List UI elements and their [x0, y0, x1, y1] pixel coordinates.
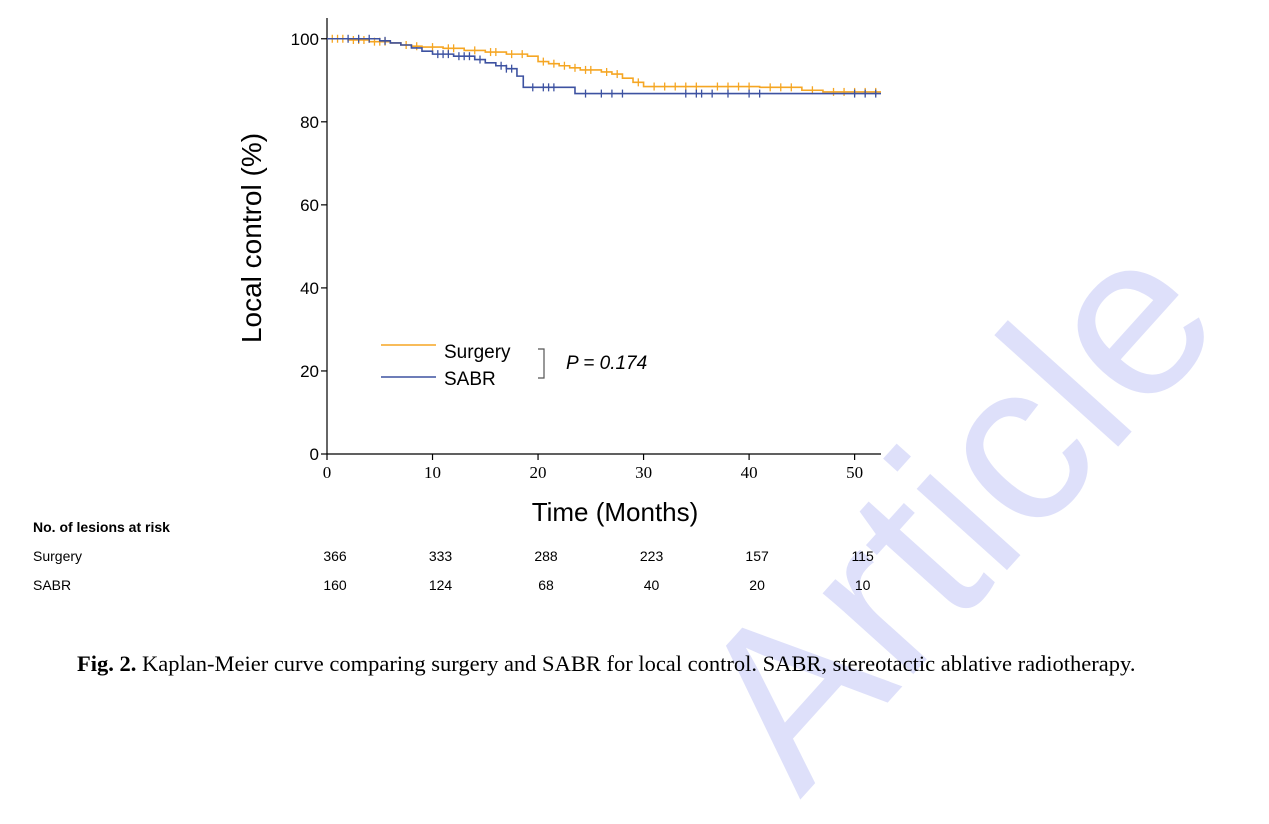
x-tick-label: 40: [741, 463, 758, 482]
risk-table-value: 10: [854, 577, 871, 593]
legend-sabr-label: SABR: [444, 369, 496, 390]
chart-axes: 0 20 40 60 80 100 0 10 20 30 40 50: [291, 18, 881, 482]
risk-table-value: 223: [639, 548, 664, 564]
y-axis-label: Local control (%): [236, 133, 267, 343]
legend-bracket: [538, 348, 545, 379]
legend-surgery-label: Surgery: [444, 342, 511, 363]
y-tick-label: 20: [300, 362, 319, 381]
x-tick-label: 30: [635, 463, 652, 482]
series-surgery-line: [327, 37, 881, 93]
caption-label: Fig. 2.: [77, 651, 137, 676]
risk-table-title: No. of lesions at risk: [33, 519, 170, 535]
y-tick-label: 0: [310, 445, 319, 464]
risk-table-value: 366: [323, 548, 347, 564]
x-tick-label: 10: [424, 463, 441, 482]
y-tick-label: 100: [291, 30, 319, 49]
series-sabr-line: [327, 37, 881, 95]
risk-table-value: 288: [534, 548, 558, 564]
chart-curves: [327, 34, 881, 98]
y-tick-label: 60: [300, 196, 319, 215]
risk-table-value: 20: [749, 577, 765, 593]
figure-caption: Fig. 2. Kaplan-Meier curve comparing sur…: [77, 640, 1247, 688]
p-value-annotation: P = 0.174: [566, 353, 647, 374]
caption-text: Kaplan-Meier curve comparing surgery and…: [136, 651, 1136, 676]
x-tick-label: 50: [846, 463, 863, 482]
risk-table-value: 157: [745, 548, 769, 564]
risk-table-value: 124: [428, 577, 453, 593]
risk-row-label: SABR: [33, 577, 72, 593]
x-tick-label: 20: [530, 463, 547, 482]
risk-table-value: 160: [323, 577, 347, 593]
risk-table-value: 68: [538, 577, 554, 593]
x-axis-label: Time (Months): [532, 497, 699, 527]
y-tick-label: 80: [300, 113, 319, 132]
risk-row-label: Surgery: [33, 548, 83, 564]
risk-table-value: 333: [428, 548, 453, 564]
chart-legend: Surgery SABR P = 0.174: [381, 342, 647, 390]
risk-table-value: 40: [643, 577, 660, 593]
x-tick-label: 0: [323, 463, 332, 482]
risk-table-value: 115: [851, 548, 874, 564]
y-tick-label: 40: [300, 279, 319, 298]
